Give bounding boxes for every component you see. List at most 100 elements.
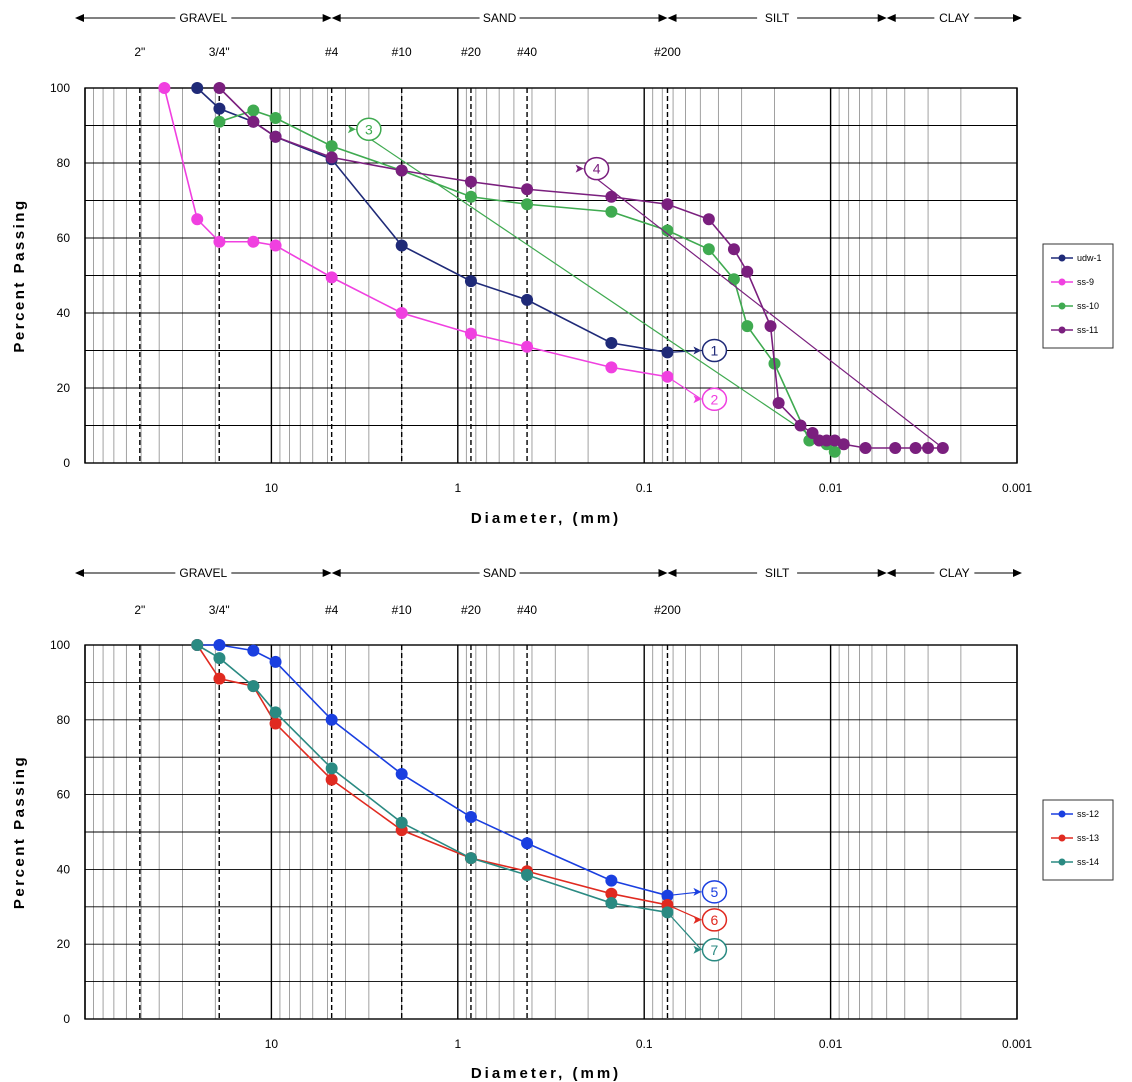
legend-item: ss-13 bbox=[1051, 833, 1099, 843]
data-point bbox=[727, 273, 740, 286]
data-point bbox=[213, 102, 226, 115]
chart-1: GRAVEL SAND SILT CLAY 2" 3/4" #4 #10 #20 #40 #200 0… bbox=[11, 11, 1114, 527]
tag-arrowhead bbox=[693, 395, 702, 404]
sieve-label: #10 bbox=[392, 45, 412, 59]
tag-label: 5 bbox=[711, 884, 719, 900]
legend-label: udw-1 bbox=[1077, 253, 1102, 263]
sieve-labels: 2" 3/4" #4 #10 #20 #40 #200 bbox=[134, 45, 681, 59]
sieve-label: #200 bbox=[654, 603, 681, 617]
data-point bbox=[605, 205, 618, 218]
data-point bbox=[191, 639, 204, 651]
arrowhead-right bbox=[877, 14, 887, 22]
soil-class-band: GRAVEL SAND SILT CLAY bbox=[75, 566, 1022, 580]
tag-label: 6 bbox=[711, 912, 719, 928]
tag-label: 4 bbox=[593, 161, 601, 177]
tag-arrowhead bbox=[693, 887, 702, 896]
x-tick-label: 1 bbox=[454, 481, 461, 495]
data-point bbox=[521, 183, 534, 196]
data-point bbox=[213, 639, 226, 651]
soil-class-label: CLAY bbox=[939, 11, 969, 25]
data-point bbox=[909, 442, 922, 454]
data-point bbox=[395, 768, 408, 781]
sieve-label: #4 bbox=[325, 45, 339, 59]
data-point bbox=[794, 419, 807, 432]
data-point bbox=[325, 151, 338, 164]
series-line bbox=[196, 644, 668, 906]
data-point bbox=[727, 243, 740, 256]
data-point bbox=[464, 811, 477, 824]
soil-class-label: SILT bbox=[765, 11, 790, 25]
data-point bbox=[702, 213, 715, 226]
data-point bbox=[325, 271, 338, 284]
x-axis-title: Diameter, (mm) bbox=[471, 1065, 621, 1082]
y-tick-label: 80 bbox=[57, 713, 71, 727]
arrowhead-right bbox=[1013, 569, 1022, 577]
y-tick-label: 40 bbox=[57, 862, 71, 876]
x-tick-label: 0.001 bbox=[1002, 1037, 1032, 1051]
tag-label: 7 bbox=[711, 942, 719, 958]
soil-class-label: CLAY bbox=[939, 566, 969, 580]
chart-2: GRAVEL SAND SILT CLAY 2" 3/4" #4 #10 #20 #40 #200 0… bbox=[11, 566, 1114, 1082]
x-tick-label: 0.01 bbox=[819, 481, 843, 495]
legend-label: ss-12 bbox=[1077, 809, 1099, 819]
series-line bbox=[196, 87, 668, 354]
legend-marker bbox=[1058, 254, 1066, 262]
sieve-label: 3/4" bbox=[209, 45, 230, 59]
sieve-label: 2" bbox=[134, 603, 145, 617]
arrowhead-right bbox=[322, 569, 332, 577]
data-point bbox=[837, 438, 850, 451]
data-point bbox=[741, 320, 754, 333]
data-point bbox=[213, 652, 226, 665]
series-group: 5 6 7 bbox=[191, 639, 728, 962]
y-tick-label: 80 bbox=[57, 156, 71, 170]
data-point bbox=[213, 82, 226, 94]
data-point bbox=[325, 140, 338, 153]
y-tick-label: 20 bbox=[57, 381, 71, 395]
data-point bbox=[269, 717, 282, 730]
data-point bbox=[702, 243, 715, 256]
data-point bbox=[605, 337, 618, 349]
legend-item: ss-12 bbox=[1051, 809, 1099, 819]
legend-label: ss-10 bbox=[1077, 301, 1099, 311]
legend-item: ss-9 bbox=[1051, 277, 1094, 287]
series-ss-14: 7 bbox=[191, 639, 728, 962]
data-point bbox=[213, 235, 226, 248]
y-axis: 0 20 40 60 80 100 bbox=[50, 638, 70, 1026]
legend-label: ss-11 bbox=[1077, 325, 1098, 335]
series-ss-9: 2 bbox=[158, 82, 728, 411]
data-point bbox=[605, 361, 618, 374]
data-point bbox=[859, 442, 872, 454]
tag-arrowhead bbox=[693, 915, 702, 924]
legend-marker bbox=[1058, 326, 1066, 334]
x-axis: 10 1 0.1 0.01 0.001 bbox=[265, 481, 1033, 495]
tag-circle bbox=[701, 938, 728, 962]
legend-marker bbox=[1058, 810, 1066, 818]
series-line bbox=[197, 644, 668, 897]
tag-circle bbox=[701, 880, 728, 904]
data-point bbox=[247, 235, 260, 248]
arrowhead-left bbox=[75, 14, 84, 22]
sieve-label: #20 bbox=[461, 45, 481, 59]
tag-arrowhead bbox=[575, 164, 584, 173]
x-tick-label: 0.1 bbox=[636, 1037, 653, 1051]
arrowhead-left bbox=[667, 14, 677, 22]
x-tick-label: 0.1 bbox=[636, 481, 653, 495]
legend-label: ss-13 bbox=[1077, 833, 1099, 843]
series-line bbox=[219, 109, 836, 453]
data-point bbox=[395, 239, 408, 252]
data-point bbox=[395, 307, 408, 319]
y-tick-label: 60 bbox=[57, 231, 71, 245]
data-point bbox=[325, 773, 338, 786]
data-point bbox=[464, 275, 477, 288]
tag-circle bbox=[356, 117, 382, 141]
x-tick-label: 10 bbox=[265, 481, 279, 495]
arrowhead-right bbox=[658, 569, 668, 577]
soil-class-label: SAND bbox=[483, 11, 517, 25]
data-point bbox=[922, 442, 935, 454]
data-point bbox=[605, 897, 618, 910]
data-point bbox=[325, 762, 338, 775]
sieve-labels: 2" 3/4" #4 #10 #20 #40 #200 bbox=[134, 603, 681, 617]
tag-label: 3 bbox=[365, 121, 373, 137]
tag-circle bbox=[701, 338, 728, 363]
x-tick-label: 0.001 bbox=[1002, 481, 1032, 495]
